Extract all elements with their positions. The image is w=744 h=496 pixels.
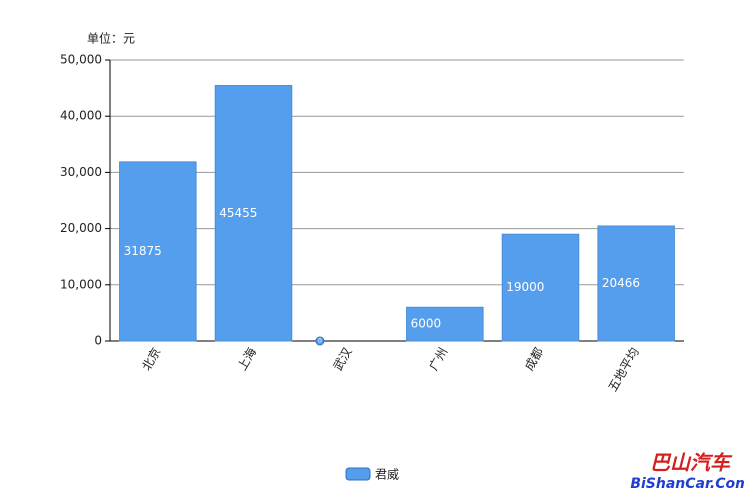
y-tick-label: 50,000 xyxy=(60,53,102,67)
value-label: 6000 xyxy=(411,317,442,331)
legend-label: 君威 xyxy=(375,468,399,482)
y-tick-label: 30,000 xyxy=(60,165,102,179)
bar xyxy=(597,225,675,342)
watermark: 巴山汽车 xyxy=(650,451,733,475)
bar xyxy=(214,85,293,342)
y-tick-label: 40,000 xyxy=(60,109,102,123)
bar xyxy=(119,161,197,342)
y-tick-label: 0 xyxy=(94,334,102,348)
x-tick-label: 上海 xyxy=(234,345,259,373)
value-label: 19000 xyxy=(506,280,544,294)
x-tick-label: 北京 xyxy=(139,345,163,373)
y-tick-label: 20,000 xyxy=(60,221,102,235)
legend-swatch xyxy=(345,467,371,481)
bar xyxy=(501,233,580,342)
value-label: 45455 xyxy=(219,206,257,220)
value-label-bubble xyxy=(315,336,325,346)
y-tick-label: 10,000 xyxy=(60,277,102,291)
value-label: 20466 xyxy=(602,276,640,290)
unit-label: 单位：元 xyxy=(87,31,135,46)
value-label: 0 xyxy=(318,338,322,345)
x-tick-label: 武汉 xyxy=(331,345,355,373)
value-label: 31875 xyxy=(124,244,162,258)
bar xyxy=(406,306,484,342)
watermark: BiShanCar.Com xyxy=(630,476,744,492)
x-tick-label: 成都 xyxy=(522,345,546,373)
x-tick-label: 五地平均 xyxy=(606,345,642,394)
x-tick-label: 广州 xyxy=(426,345,450,373)
